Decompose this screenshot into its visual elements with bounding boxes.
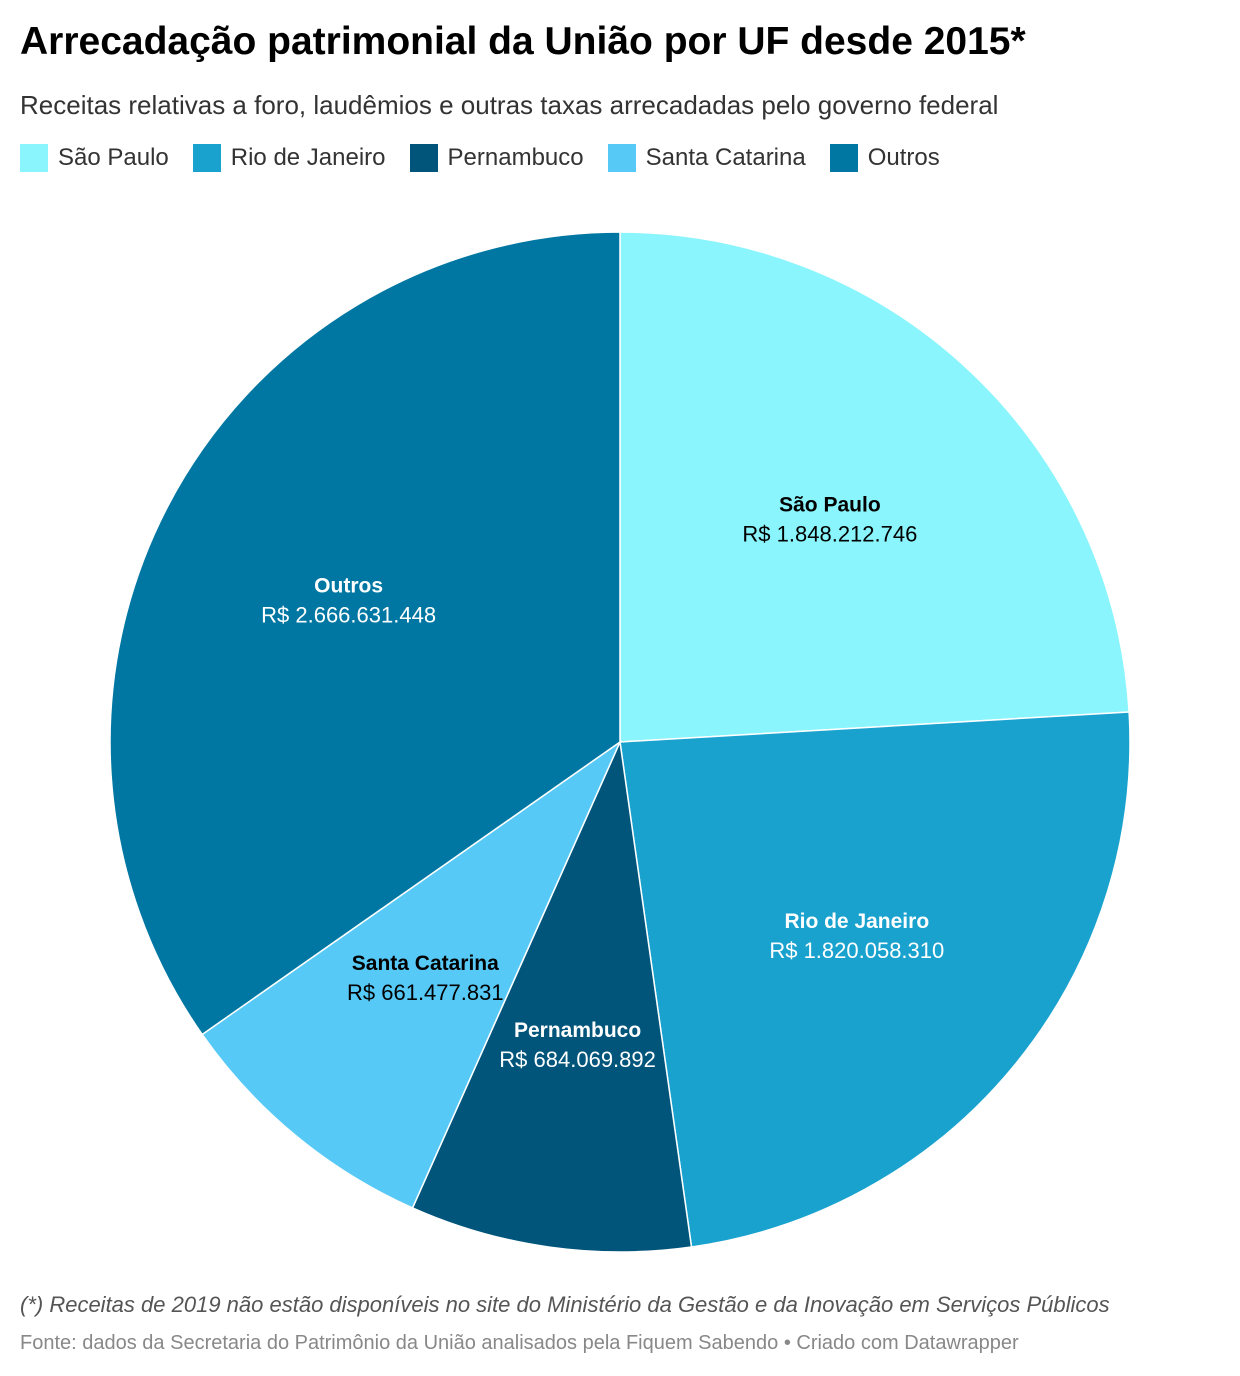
slice-value-outros: R$ 2.666.631.448	[261, 603, 436, 628]
legend-swatch-pernambuco	[409, 144, 438, 172]
legend-swatch-santa-catarina	[607, 144, 636, 172]
legend-label-outros: Outros	[867, 144, 940, 171]
slice-label-rio-de-janeiro: Rio de Janeiro R$ 1.820.058.310	[769, 910, 944, 963]
legend-item-sao-paulo: São Paulo	[20, 144, 169, 172]
legend-label-santa-catarina: Santa Catarina	[645, 144, 806, 171]
slice-label-outros: Outros R$ 2.666.631.448	[261, 575, 436, 628]
chart-title: Arrecadação patrimonial da União por UF …	[20, 20, 1026, 63]
legend-label-rio-de-janeiro: Rio de Janeiro	[230, 144, 386, 171]
pie-slice-pernambuco	[411, 739, 693, 1253]
pie-slice-sao-paulo	[619, 231, 1130, 743]
legend-swatch-sao-paulo	[20, 144, 48, 172]
pie-slice-rio-de-janeiro	[619, 711, 1131, 1248]
legend-swatch-outros	[829, 144, 858, 172]
legend-item-pernambuco: Pernambuco	[409, 144, 584, 172]
legend-label-sao-paulo: São Paulo	[58, 144, 169, 171]
slice-label-pernambuco: Pernambuco R$ 684.069.892	[499, 1019, 656, 1072]
chart-subtitle: Receitas relativas a foro, laudêmios e o…	[20, 90, 999, 120]
slice-value-pernambuco: R$ 684.069.892	[499, 1047, 656, 1072]
slice-label-santa-catarina: Santa Catarina R$ 661.477.831	[347, 952, 504, 1005]
slice-name-outros: Outros	[314, 575, 383, 598]
legend-item-outros: Outros	[829, 144, 940, 172]
pie-slice-santa-catarina	[201, 739, 622, 1209]
pie-slice-outros	[109, 231, 621, 1036]
slice-name-rio-de-janeiro: Rio de Janeiro	[784, 910, 929, 933]
slice-label-sao-paulo: São Paulo R$ 1.848.212.746	[742, 493, 917, 546]
legend: São Paulo Rio de Janeiro Pernambuco Sant…	[20, 144, 940, 172]
legend-item-santa-catarina: Santa Catarina	[607, 144, 806, 172]
legend-label-pernambuco: Pernambuco	[447, 144, 584, 171]
slice-value-rio-de-janeiro: R$ 1.820.058.310	[769, 938, 944, 963]
footnote: (*) Receitas de 2019 não estão disponíve…	[20, 1292, 1110, 1317]
slice-value-sao-paulo: R$ 1.848.212.746	[742, 521, 917, 546]
source-credit: Fonte: dados da Secretaria do Patrimônio…	[20, 1332, 1019, 1354]
legend-item-rio-de-janeiro: Rio de Janeiro	[192, 144, 386, 172]
slice-name-santa-catarina: Santa Catarina	[352, 952, 499, 975]
slice-name-pernambuco: Pernambuco	[514, 1019, 641, 1042]
slice-name-sao-paulo: São Paulo	[779, 493, 881, 516]
slice-value-santa-catarina: R$ 661.477.831	[347, 980, 504, 1005]
legend-swatch-rio-de-janeiro	[192, 144, 221, 172]
